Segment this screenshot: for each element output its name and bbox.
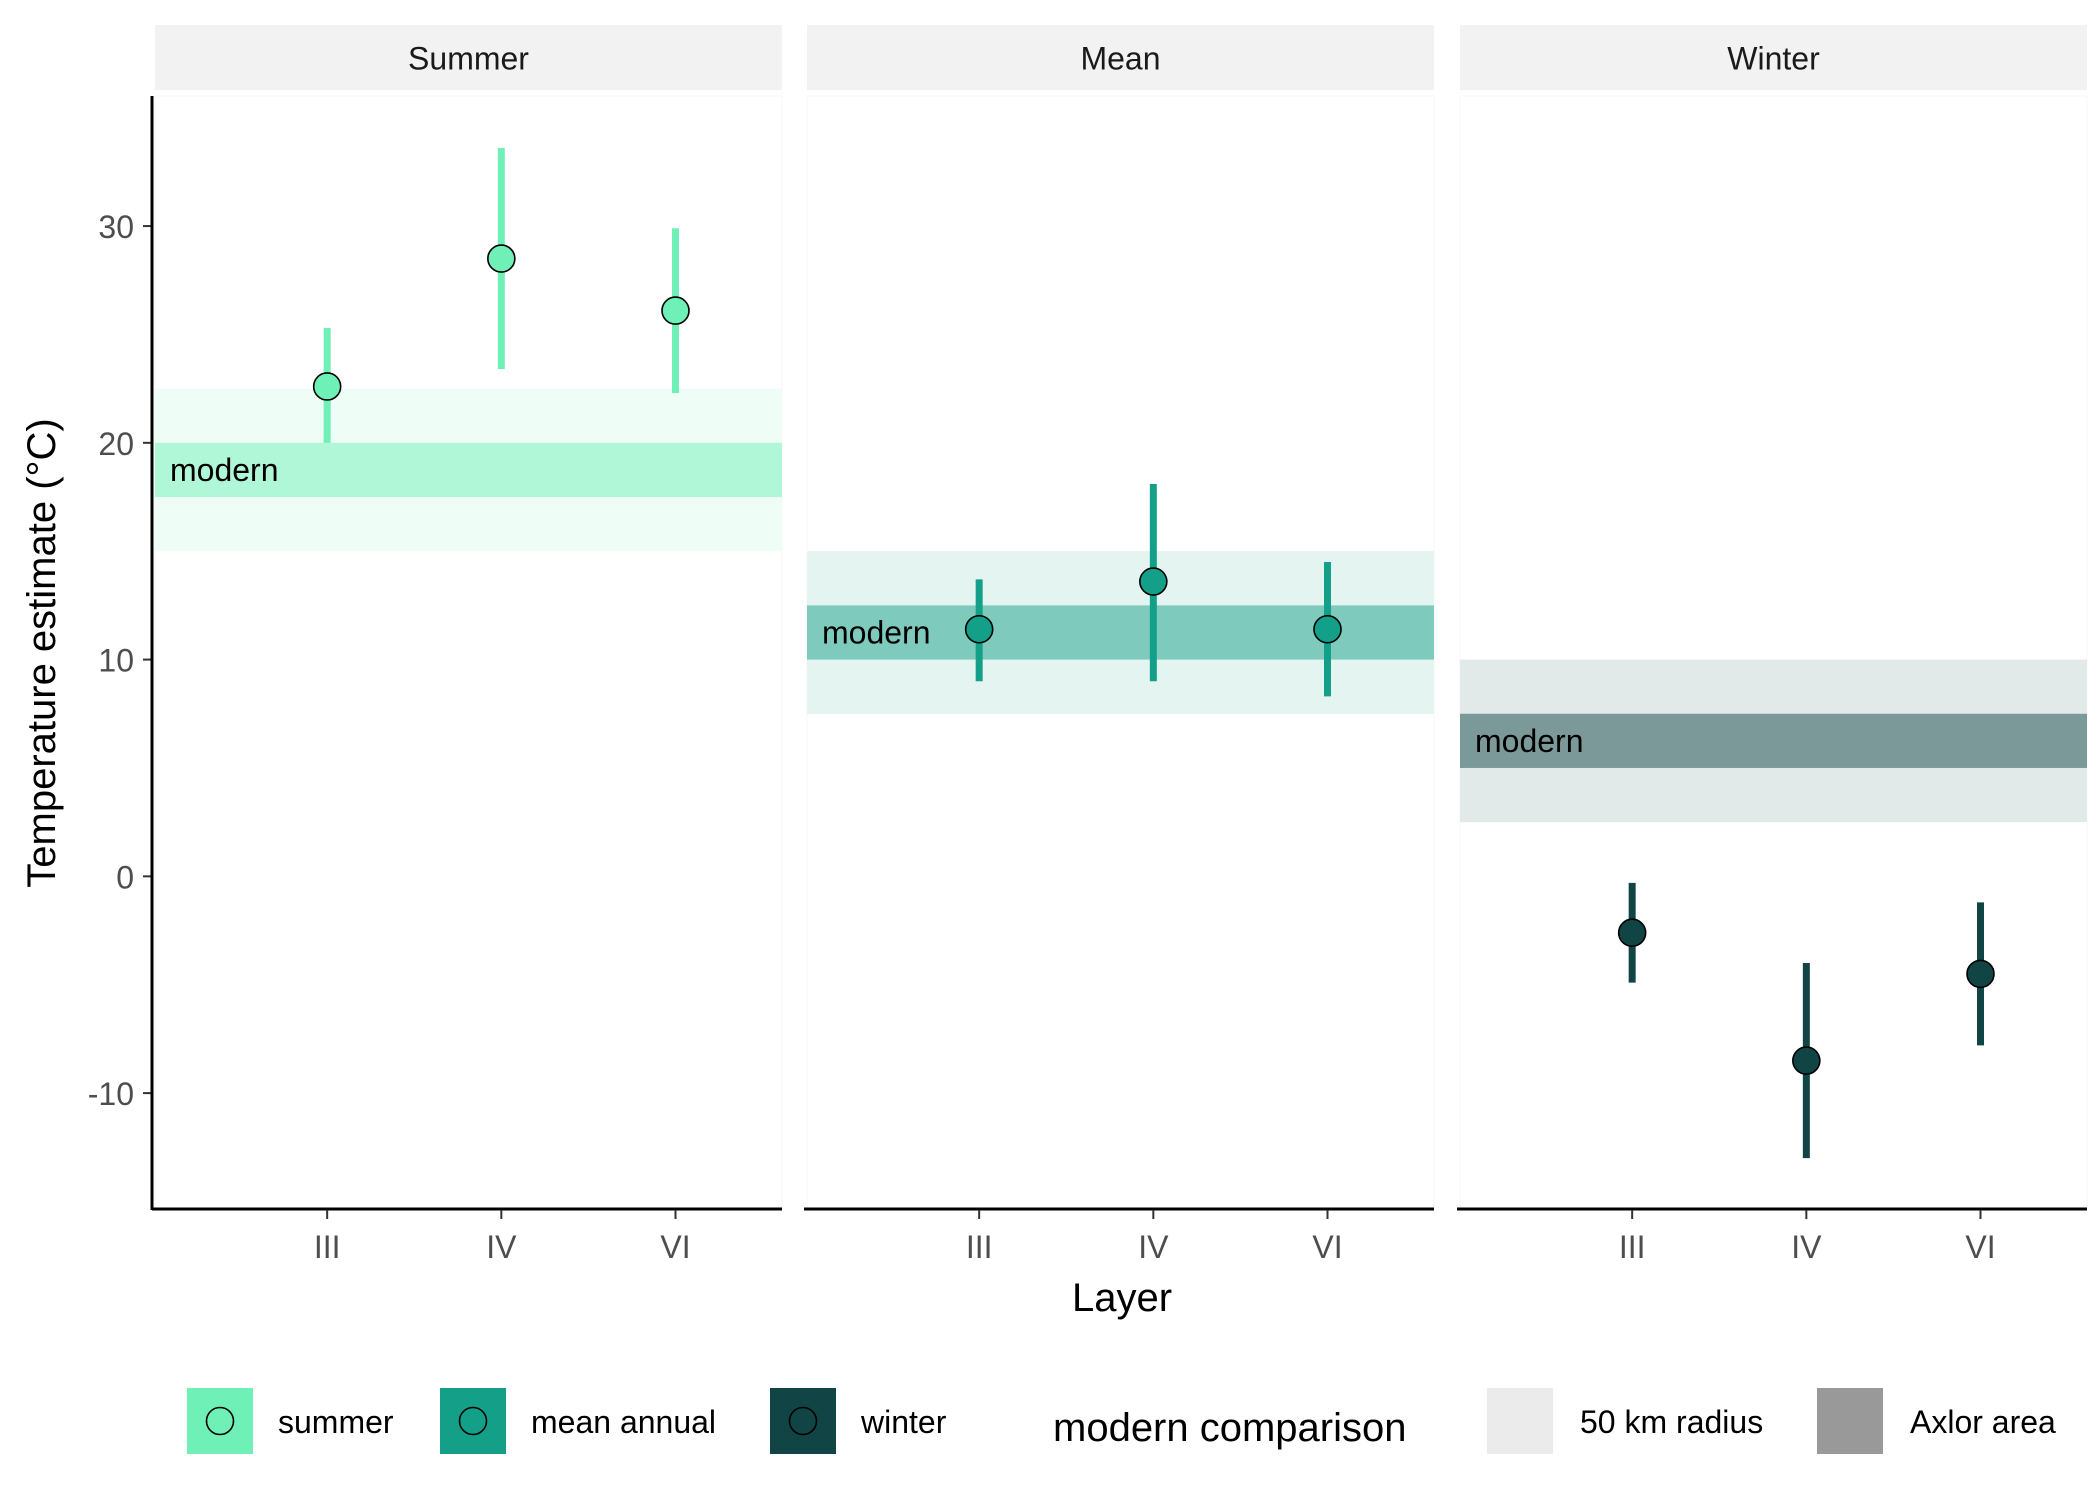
legend-point-key [458, 1406, 488, 1436]
x-axis-label: Layer [1072, 1276, 1172, 1320]
legend-comparison-swatch [1817, 1388, 1883, 1454]
x-tick-label: VI [1965, 1229, 1995, 1265]
x-tick-label: III [314, 1229, 341, 1265]
band-axlor-area [1460, 713, 2087, 768]
y-tick-label: 30 [98, 209, 134, 245]
legend-comparison-label: 50 km radius [1580, 1404, 1763, 1440]
band-label-modern: modern [822, 614, 931, 650]
y-tick-label: 0 [116, 859, 134, 895]
panel-background [154, 95, 783, 1209]
data-point [964, 614, 994, 644]
x-tick-label: III [1619, 1229, 1646, 1265]
data-point [1966, 959, 1995, 989]
y-tick-label: 20 [98, 426, 134, 462]
y-tick-label: -10 [88, 1076, 134, 1112]
legend-point-key [788, 1406, 818, 1436]
x-tick-label: IV [1138, 1229, 1169, 1265]
legend-series-label: summer [278, 1404, 394, 1440]
legend-series-label: winter [860, 1404, 947, 1440]
facet-strip [807, 25, 1434, 90]
facet-strip-label: Mean [1080, 41, 1160, 77]
facet-strip-label: Summer [408, 41, 529, 77]
data-point [312, 372, 342, 401]
x-tick-label: VI [1312, 1229, 1342, 1265]
band-label-modern: modern [1475, 723, 1584, 759]
data-point [1313, 614, 1342, 644]
data-point [661, 296, 690, 325]
data-point [1792, 1046, 1821, 1075]
facet-strip [155, 25, 782, 90]
legend-comparison-swatch [1487, 1388, 1553, 1454]
data-point [1617, 918, 1647, 948]
x-tick-label: III [966, 1229, 993, 1265]
legend-point-key [205, 1406, 235, 1436]
panel-background [1459, 95, 2088, 1209]
y-axis-label: Temperature estimate (°C) [20, 418, 64, 887]
x-tick-label: IV [486, 1229, 517, 1265]
data-point [487, 244, 516, 273]
y-tick-label: 10 [98, 643, 134, 679]
facet-strip [1460, 25, 2087, 90]
legend-series-label: mean annual [531, 1404, 716, 1440]
legend-comparison-title: modern comparison [1053, 1406, 1407, 1450]
band-label-modern: modern [170, 452, 279, 488]
data-point [1139, 567, 1168, 596]
x-tick-label: VI [660, 1229, 690, 1265]
legend-comparison-label: Axlor area [1910, 1404, 2056, 1440]
facet-strip-label: Winter [1727, 41, 1820, 77]
band-axlor-area [155, 442, 782, 498]
x-tick-label: IV [1791, 1229, 1822, 1265]
